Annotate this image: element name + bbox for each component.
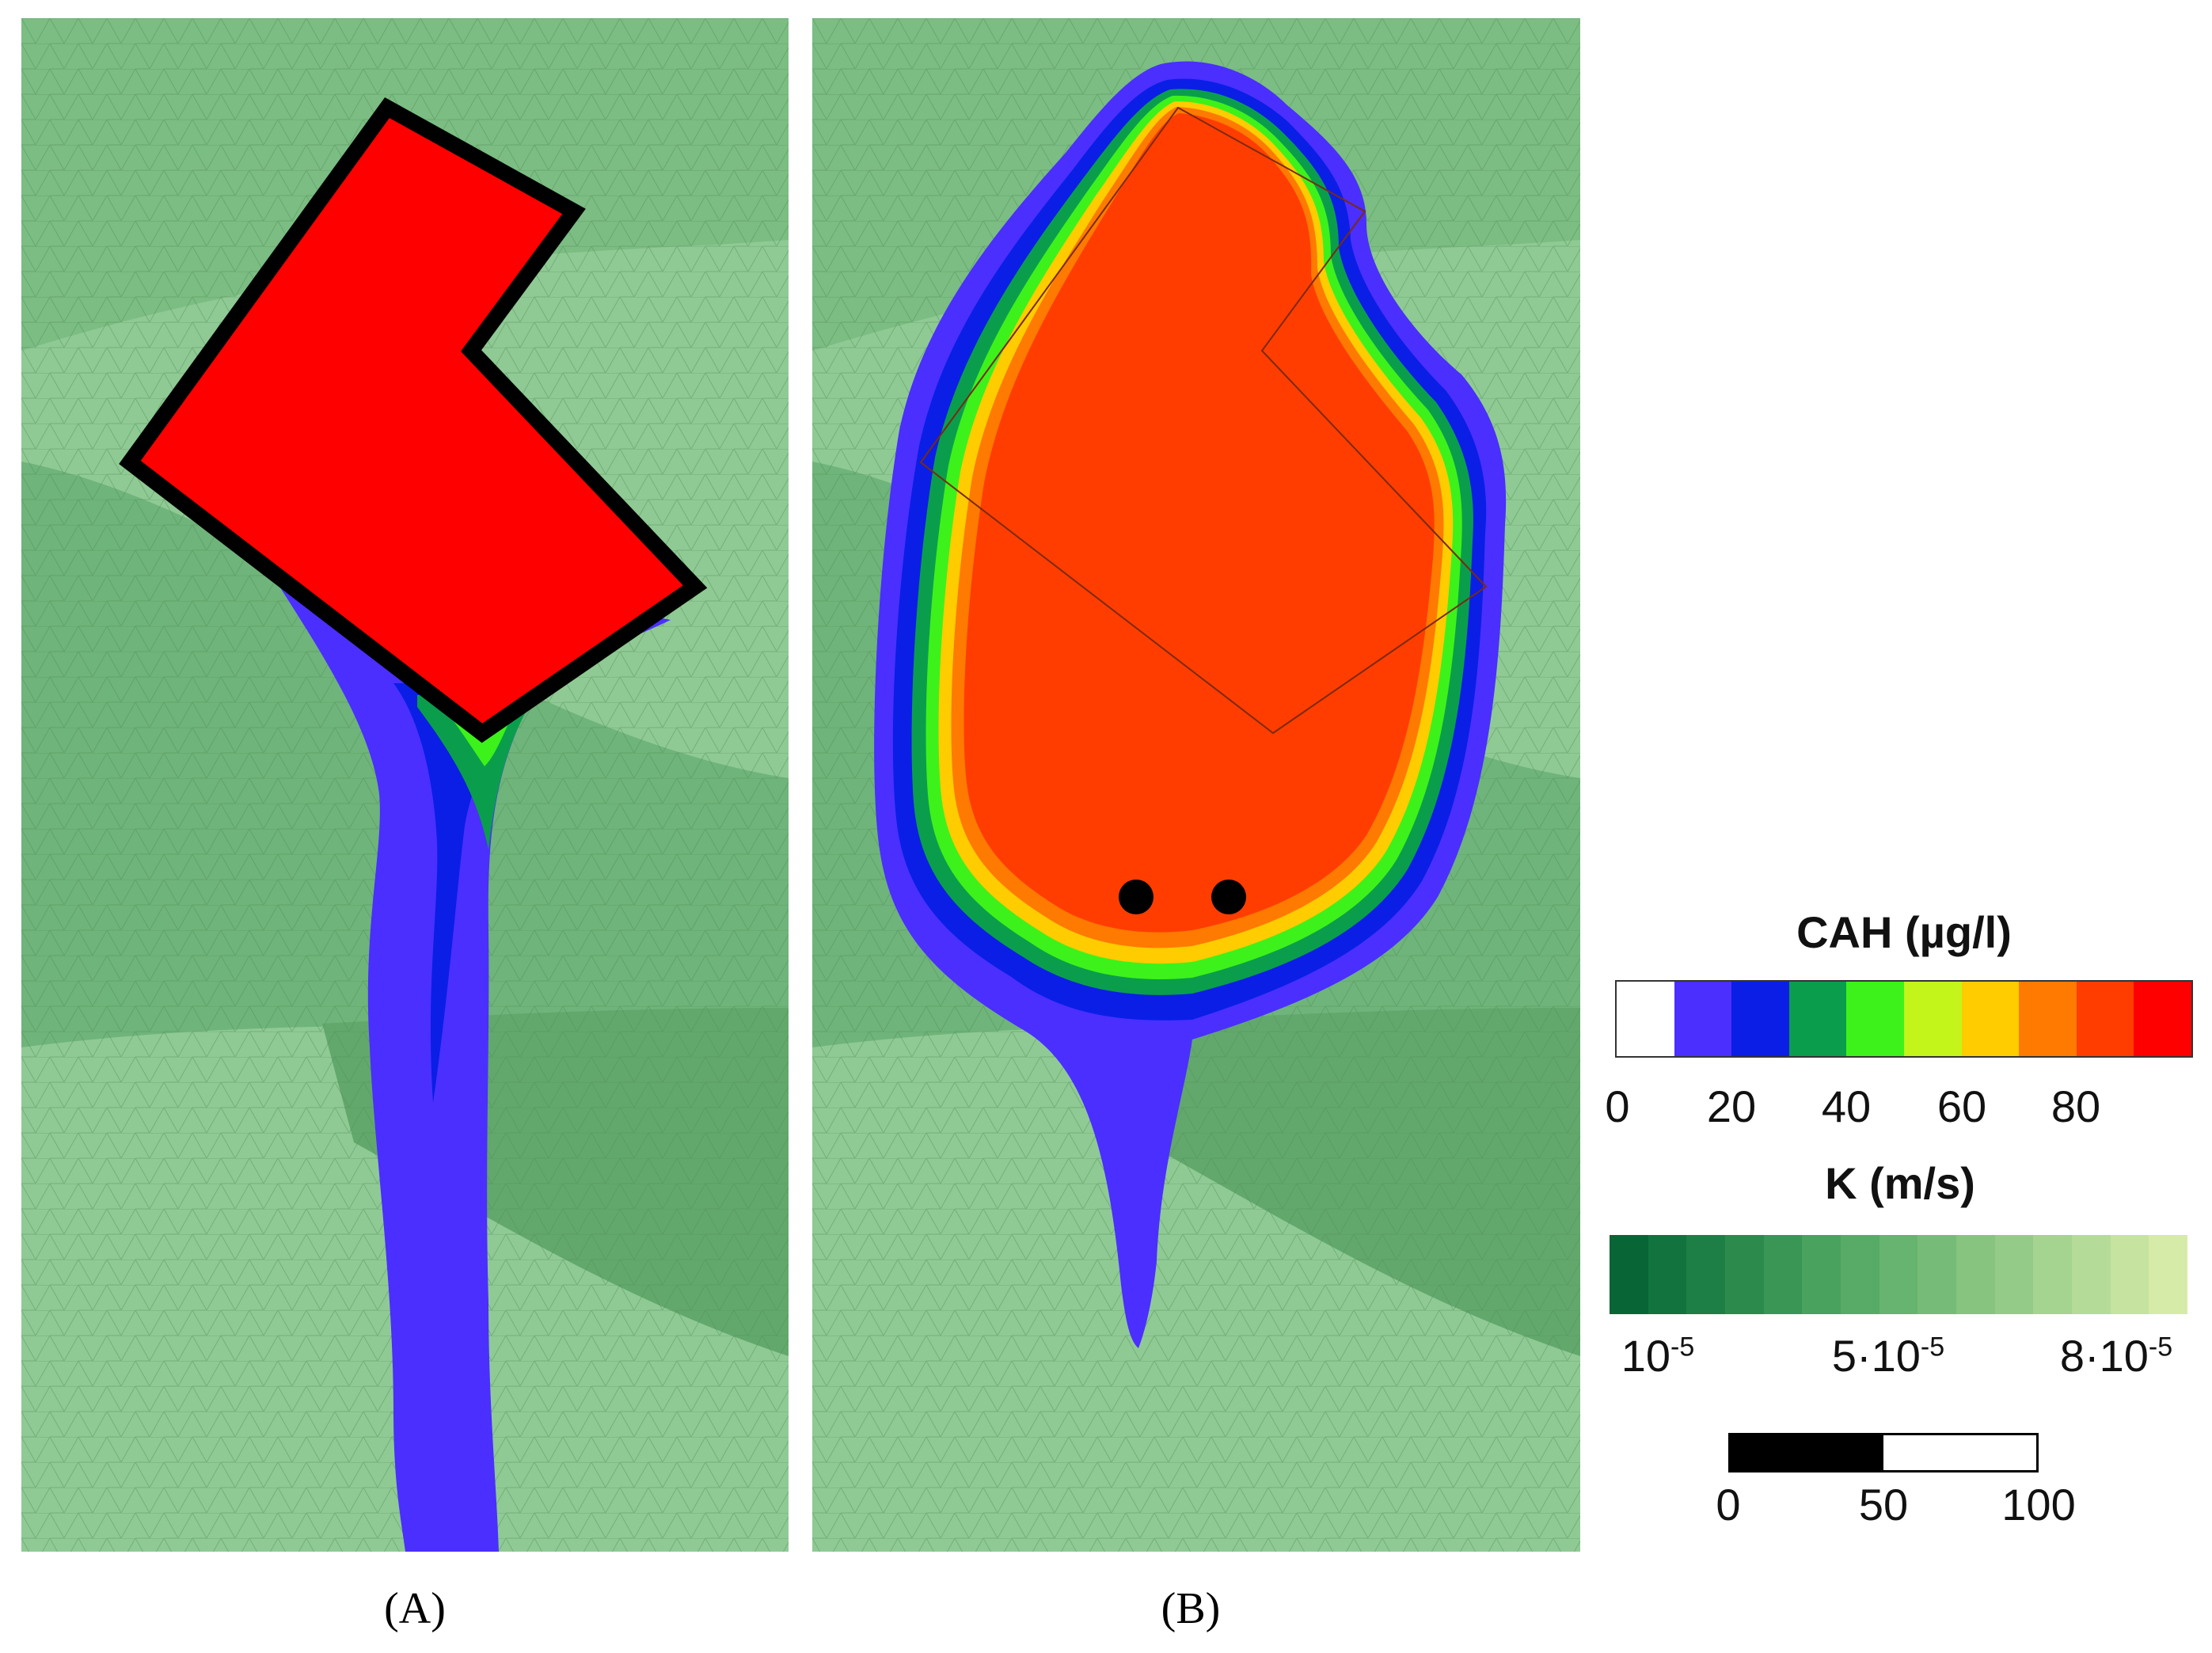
cah-swatch-3: [1788, 982, 1847, 1056]
scale-bar-white-segment: [1883, 1435, 2036, 1470]
cah-tick-60: 60: [1936, 1081, 1987, 1131]
k-swatch-10: [1994, 1235, 2034, 1314]
cah-colorbar: [1615, 980, 2193, 1058]
k-swatch-9: [1956, 1235, 1995, 1314]
source-zone-outline: [119, 97, 708, 743]
cah-legend-title: CAH (µg/l): [1796, 907, 2012, 957]
k-swatch-6: [1841, 1235, 1879, 1314]
k-colorbar: [1610, 1235, 2188, 1314]
source-zone-outline: [919, 106, 1488, 735]
scale-tick-100: 100: [2001, 1480, 2076, 1530]
k-tick-high-exp: -5: [2148, 1332, 2173, 1362]
k-swatch-3: [1725, 1235, 1764, 1314]
scale-bar-black-segment: [1731, 1435, 1883, 1470]
k-tick-high: 8·10-5: [2060, 1330, 2172, 1381]
k-tick-low-exp: -5: [1670, 1332, 1695, 1362]
k-swatch-7: [1879, 1235, 1918, 1314]
cah-swatch-0: [1617, 982, 1674, 1056]
k-swatch-0: [1610, 1235, 1648, 1314]
k-tick-low: 10-5: [1621, 1330, 1695, 1381]
panel-b-svg: [812, 18, 1580, 1552]
pumping-well-1: [1119, 880, 1154, 914]
k-swatch-1: [1648, 1235, 1687, 1314]
cah-swatch-4: [1846, 982, 1904, 1056]
cah-swatch-8: [2076, 982, 2134, 1056]
scale-bar: [1728, 1433, 2039, 1472]
k-tick-mid: 5·10-5: [1832, 1330, 1944, 1381]
scale-tick-0: 0: [1716, 1480, 1741, 1530]
k-swatch-2: [1686, 1235, 1726, 1314]
plume-blue-inner: [393, 683, 520, 1103]
panel-label-b: (B): [1161, 1584, 1221, 1633]
panel-b-map: [812, 18, 1580, 1552]
k-tick-mid-exp: -5: [1920, 1332, 1945, 1362]
cah-swatch-5: [1903, 982, 1962, 1056]
panel-a-svg: [21, 18, 789, 1552]
k-legend-title: K (m/s): [1825, 1158, 1975, 1208]
cah-swatch-7: [2019, 982, 2077, 1056]
panel-a-map: [21, 18, 789, 1552]
k-swatch-12: [2072, 1235, 2111, 1314]
k-tick-mid-base: 5·10: [1831, 1331, 1921, 1381]
scale-tick-50: 50: [1858, 1480, 1909, 1530]
k-swatch-4: [1763, 1235, 1803, 1314]
k-swatch-8: [1917, 1235, 1957, 1314]
cah-tick-80: 80: [2050, 1081, 2101, 1131]
cah-swatch-9: [2134, 982, 2191, 1056]
cah-tick-40: 40: [1821, 1081, 1872, 1131]
panel-label-a: (A): [384, 1584, 446, 1633]
k-tick-high-base: 8·10: [2059, 1331, 2149, 1381]
cah-swatch-6: [1961, 982, 2020, 1056]
k-swatch-11: [2033, 1235, 2073, 1314]
pumping-well-2: [1211, 880, 1246, 914]
plume-blue-outer: [251, 541, 671, 1552]
plume-green: [417, 695, 536, 849]
k-tick-low-base: 10: [1621, 1331, 1671, 1381]
cah-tick-20: 20: [1706, 1081, 1757, 1131]
cah-tick-0: 0: [1605, 1081, 1630, 1131]
k-swatch-5: [1802, 1235, 1841, 1314]
plume-orange-red: [963, 113, 1435, 933]
k-swatch-13: [2110, 1235, 2149, 1314]
k-swatch-14: [2149, 1235, 2188, 1314]
cah-swatch-2: [1731, 982, 1789, 1056]
cah-swatch-1: [1674, 982, 1732, 1056]
